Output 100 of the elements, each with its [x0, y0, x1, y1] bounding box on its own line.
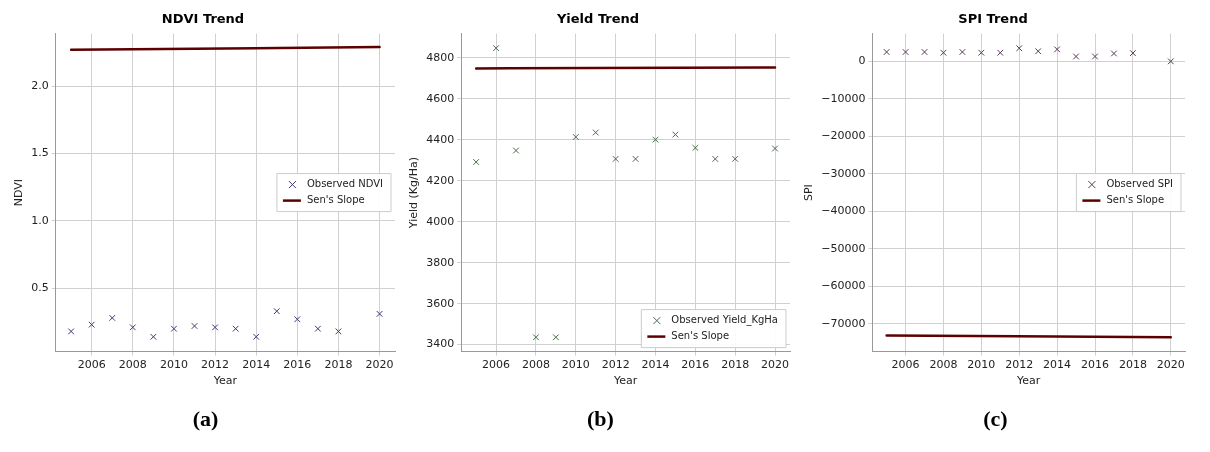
point	[87, 321, 95, 328]
point	[149, 333, 157, 341]
text: (a)	[192, 406, 219, 432]
point	[882, 48, 890, 56]
point	[375, 310, 383, 318]
point	[977, 49, 985, 57]
point	[472, 158, 479, 166]
text: (c)	[983, 406, 1008, 432]
y-tick-label: 3800	[425, 255, 454, 269]
y-axis-title: Yield (Kg/Ha)	[406, 157, 420, 230]
x-tick-label: 2016	[680, 358, 709, 372]
point	[170, 325, 177, 333]
point	[211, 324, 218, 331]
legend-label: Observed SPI	[1105, 178, 1173, 190]
x-axis-title: Year	[1015, 374, 1041, 388]
point	[939, 49, 947, 57]
x-tick-label: 2018	[720, 358, 749, 372]
point	[252, 333, 260, 341]
legend-label: Observed NDVI	[306, 178, 383, 190]
x-tick-label: 2010	[561, 358, 590, 372]
point	[492, 44, 499, 52]
point	[631, 155, 639, 163]
x-tick-label: 2006	[481, 358, 510, 372]
point	[691, 144, 699, 152]
y-tick-label: 4800	[425, 50, 454, 64]
legend-label: Sen's Slope	[670, 330, 729, 342]
y-tick-label: 1.5	[30, 146, 49, 160]
x-tick-label: 2020	[760, 358, 789, 372]
y-tick-label: −10000	[820, 91, 865, 105]
point	[108, 314, 116, 322]
point	[996, 49, 1004, 57]
x-tick-label: 2006	[891, 358, 920, 372]
point	[314, 325, 321, 333]
x-tick-label: 2014	[241, 358, 270, 372]
x-tick-label: 2008	[928, 358, 957, 372]
y-axis-title: SPI	[801, 184, 815, 202]
point	[958, 48, 966, 56]
point	[293, 315, 301, 323]
legend-label: Sen's Slope	[306, 194, 365, 206]
x-tick-label: 2014	[640, 358, 669, 372]
point	[651, 136, 659, 143]
x-tick-label: 2010	[966, 358, 995, 372]
point	[611, 155, 619, 163]
y-tick-label: −50000	[820, 241, 865, 255]
legend-label: Sen's Slope	[1105, 194, 1164, 206]
y-tick-label: 0.5	[30, 281, 49, 295]
y-axis-title: NDVI	[11, 178, 25, 207]
point	[1034, 47, 1042, 55]
y-tick-label: 4200	[425, 173, 454, 187]
y-tick-label: 4400	[425, 132, 454, 146]
point	[571, 133, 579, 141]
point	[920, 48, 928, 56]
text: (b)	[587, 406, 614, 432]
point	[901, 48, 909, 56]
point	[1166, 58, 1174, 65]
point	[591, 129, 599, 136]
y-tick-label: 0	[857, 54, 865, 68]
point	[711, 155, 719, 163]
y-tick-label: 2.0	[30, 79, 49, 93]
x-tick-label: 2006	[77, 358, 106, 372]
chart-title: NDVI Trend	[161, 11, 244, 27]
point	[334, 328, 342, 335]
point	[1015, 44, 1023, 52]
point	[552, 333, 559, 341]
point	[1091, 53, 1098, 60]
chart-title: Yield Trend	[555, 11, 639, 27]
x-tick-label: 2020	[1156, 358, 1185, 372]
x-tick-label: 2016	[282, 358, 311, 372]
legend-label: Observed Yield_KgHa	[670, 314, 778, 327]
point	[1053, 46, 1060, 53]
point	[128, 324, 136, 331]
point	[771, 145, 778, 152]
point	[671, 131, 679, 138]
y-tick-label: −70000	[820, 316, 865, 330]
y-tick-label: 4600	[425, 91, 454, 105]
x-tick-label: 2018	[323, 358, 352, 372]
point	[1110, 50, 1117, 57]
y-tick-label: −30000	[820, 166, 865, 180]
y-tick-label: −40000	[820, 204, 865, 218]
point	[272, 307, 280, 315]
y-tick-label: 1.0	[30, 213, 49, 227]
y-tick-label: 4000	[425, 214, 454, 228]
chart-title: SPI Trend	[957, 11, 1028, 27]
x-tick-label: 2008	[118, 358, 147, 372]
point	[731, 155, 739, 163]
point	[512, 147, 519, 154]
x-tick-label: 2016	[1080, 358, 1109, 372]
x-tick-label: 2012	[601, 358, 630, 372]
x-tick-label: 2012	[200, 358, 229, 372]
y-tick-label: 3600	[425, 296, 454, 310]
x-tick-label: 2008	[521, 358, 550, 372]
x-tick-label: 2010	[159, 358, 188, 372]
point	[231, 325, 239, 333]
point	[67, 328, 74, 335]
x-tick-label: 2012	[1004, 358, 1033, 372]
x-axis-title: Year	[612, 374, 638, 388]
y-tick-label: −60000	[820, 279, 865, 293]
x-axis-title: Year	[212, 374, 237, 388]
y-tick-label: −20000	[820, 129, 865, 143]
x-tick-label: 2018	[1118, 358, 1147, 372]
